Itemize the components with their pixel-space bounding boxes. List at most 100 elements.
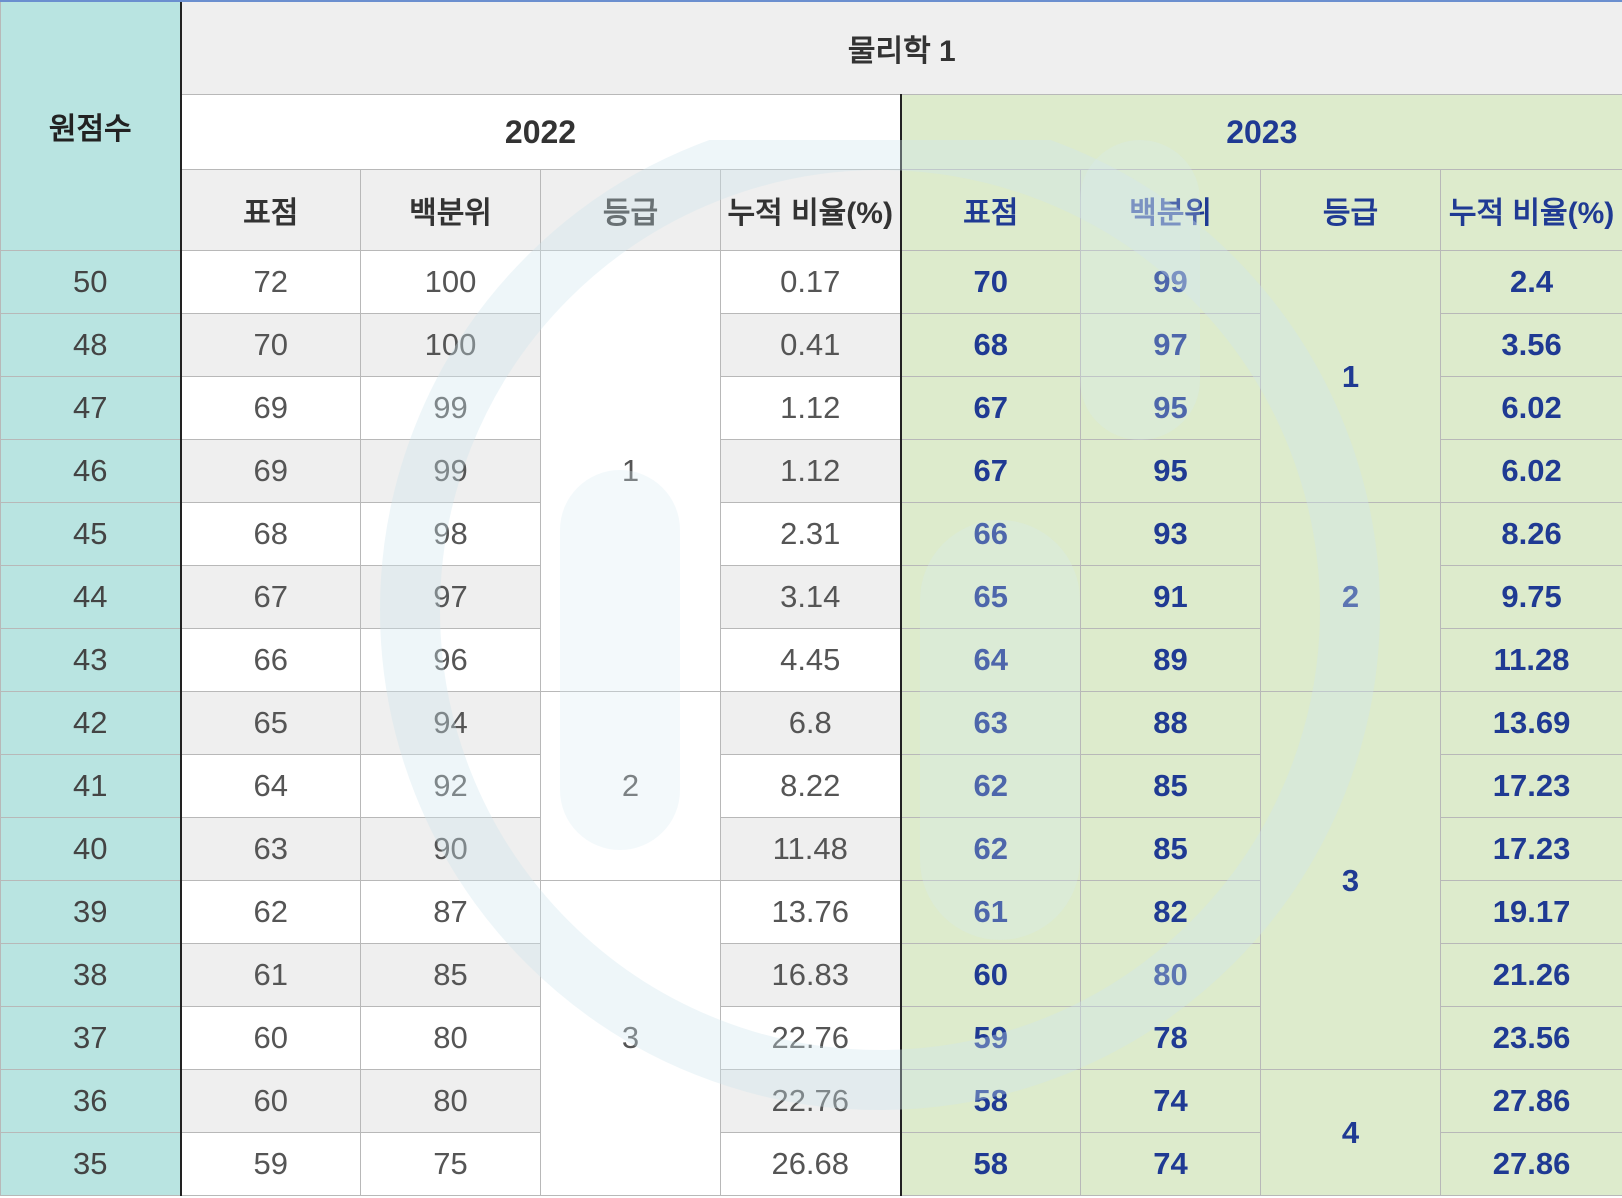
standard-score-2023-cell: 66 xyxy=(899,502,1081,566)
raw-score-cell: 37 xyxy=(0,1006,182,1070)
table-row: 35 59 75 26.68 58 74 27.86 xyxy=(0,1132,1622,1196)
percentile-2022-cell: 80 xyxy=(360,1069,541,1133)
standard-score-2022-cell: 64 xyxy=(180,754,361,818)
raw-score-cell: 36 xyxy=(0,1069,182,1133)
top-border xyxy=(0,0,1622,2)
percentile-2023-cell: 74 xyxy=(1080,1132,1261,1196)
raw-score-cell: 43 xyxy=(0,628,182,692)
percentile-2022-cell: 99 xyxy=(360,376,541,440)
standard-score-2023-cell: 62 xyxy=(899,817,1081,881)
cumulative-2022-cell: 1.12 xyxy=(720,376,901,440)
cumulative-2023-cell: 23.56 xyxy=(1439,1006,1622,1070)
cumulative-2022-cell: 11.48 xyxy=(720,817,901,881)
percentile-2022-cell: 96 xyxy=(360,628,541,692)
cumulative-2023-cell: 21.26 xyxy=(1439,943,1622,1007)
grade-2023-cell: 3 xyxy=(1260,691,1441,1070)
standard-score-2022-cell: 65 xyxy=(180,691,361,755)
col-cumulative-2023: 누적 비율(%) xyxy=(1439,169,1622,251)
standard-score-2023-cell: 67 xyxy=(899,376,1081,440)
percentile-2023-cell: 99 xyxy=(1080,250,1261,314)
standard-score-2022-cell: 62 xyxy=(180,880,361,944)
col-percentile-2023: 백분위 xyxy=(1080,169,1261,251)
standard-score-2022-cell: 67 xyxy=(180,565,361,629)
standard-score-2023-cell: 58 xyxy=(899,1132,1081,1196)
grade-2022-cell: 2 xyxy=(540,691,721,881)
percentile-2022-cell: 85 xyxy=(360,943,541,1007)
standard-score-2023-cell: 62 xyxy=(899,754,1081,818)
grade-2023-cell: 1 xyxy=(1260,250,1441,503)
table-row: 39 62 87 3 13.76 61 82 19.17 xyxy=(0,880,1622,1196)
percentile-2023-cell: 93 xyxy=(1080,502,1261,566)
table-row: 42 65 94 2 6.8 63 88 3 13.69 xyxy=(0,691,1622,1070)
raw-score-cell: 45 xyxy=(0,502,182,566)
year-2023-header: 2023 xyxy=(899,94,1622,170)
cumulative-2023-cell: 27.86 xyxy=(1439,1069,1622,1133)
cumulative-2022-cell: 6.8 xyxy=(720,691,901,755)
percentile-2022-cell: 100 xyxy=(360,250,541,314)
cumulative-2022-cell: 4.45 xyxy=(720,628,901,692)
cumulative-2023-cell: 17.23 xyxy=(1439,817,1622,881)
raw-score-cell: 44 xyxy=(0,565,182,629)
table-row: 36 60 80 22.76 58 74 4 27.86 xyxy=(0,1069,1622,1196)
table-row: 44 67 97 3.14 65 91 9.75 xyxy=(0,565,1622,629)
standard-score-2022-cell: 60 xyxy=(180,1006,361,1070)
raw-score-cell: 46 xyxy=(0,439,182,503)
raw-score-cell: 50 xyxy=(0,250,182,314)
percentile-2022-cell: 87 xyxy=(360,880,541,944)
cumulative-2023-cell: 9.75 xyxy=(1439,565,1622,629)
cumulative-2022-cell: 0.41 xyxy=(720,313,901,377)
col-standard-2022: 표점 xyxy=(180,169,361,251)
raw-score-cell: 38 xyxy=(0,943,182,1007)
cumulative-2022-cell: 0.17 xyxy=(720,250,901,314)
percentile-2022-cell: 92 xyxy=(360,754,541,818)
raw-score-cell: 47 xyxy=(0,376,182,440)
percentile-2022-cell: 75 xyxy=(360,1132,541,1196)
percentile-2023-cell: 95 xyxy=(1080,376,1261,440)
grade-2023-cell: 2 xyxy=(1260,502,1441,692)
percentile-2022-cell: 98 xyxy=(360,502,541,566)
standard-score-2022-cell: 68 xyxy=(180,502,361,566)
table-row: 41 64 92 8.22 62 85 17.23 xyxy=(0,754,1622,818)
percentile-2023-cell: 74 xyxy=(1080,1069,1261,1133)
percentile-2023-cell: 80 xyxy=(1080,943,1261,1007)
standard-score-2022-cell: 59 xyxy=(180,1132,361,1196)
standard-score-2022-cell: 60 xyxy=(180,1069,361,1133)
percentile-2022-cell: 90 xyxy=(360,817,541,881)
cumulative-2023-cell: 2.4 xyxy=(1439,250,1622,314)
table-row: 45 68 98 2.31 66 93 2 8.26 xyxy=(0,502,1622,692)
cumulative-2022-cell: 1.12 xyxy=(720,439,901,503)
standard-score-2023-cell: 67 xyxy=(899,439,1081,503)
percentile-2023-cell: 82 xyxy=(1080,880,1261,944)
standard-score-2023-cell: 63 xyxy=(899,691,1081,755)
cumulative-2022-cell: 8.22 xyxy=(720,754,901,818)
cumulative-2023-cell: 17.23 xyxy=(1439,754,1622,818)
standard-score-2022-cell: 72 xyxy=(180,250,361,314)
standard-score-2023-cell: 61 xyxy=(899,880,1081,944)
cumulative-2023-cell: 8.26 xyxy=(1439,502,1622,566)
raw-score-cell: 41 xyxy=(0,754,182,818)
table-row: 40 63 90 11.48 62 85 17.23 xyxy=(0,817,1622,881)
cumulative-2022-cell: 2.31 xyxy=(720,502,901,566)
table-row: 48 70 100 0.41 68 97 3.56 xyxy=(0,313,1622,377)
raw-score-cell: 40 xyxy=(0,817,182,881)
standard-score-2023-cell: 65 xyxy=(899,565,1081,629)
percentile-2023-cell: 85 xyxy=(1080,817,1261,881)
cumulative-2023-cell: 13.69 xyxy=(1439,691,1622,755)
table-body: 50 72 100 1 0.17 70 99 1 2.4 48 70 100 0.41 68 97 3.56 4… xyxy=(0,250,1622,1196)
grade-2023-cell: 4 xyxy=(1260,1069,1441,1196)
raw-score-cell: 48 xyxy=(0,313,182,377)
col-percentile-2022: 백분위 xyxy=(360,169,541,251)
percentile-2023-cell: 95 xyxy=(1080,439,1261,503)
cumulative-2023-cell: 6.02 xyxy=(1439,439,1622,503)
cumulative-2022-cell: 3.14 xyxy=(720,565,901,629)
standard-score-2022-cell: 69 xyxy=(180,376,361,440)
standard-score-2022-cell: 66 xyxy=(180,628,361,692)
percentile-2023-cell: 91 xyxy=(1080,565,1261,629)
raw-score-header: 원점수 xyxy=(0,0,182,251)
table-row: 50 72 100 1 0.17 70 99 1 2.4 xyxy=(0,250,1622,692)
standard-score-2023-cell: 58 xyxy=(899,1069,1081,1133)
standard-score-2023-cell: 70 xyxy=(899,250,1081,314)
table-row: 38 61 85 16.83 60 80 21.26 xyxy=(0,943,1622,1007)
raw-score-cell: 39 xyxy=(0,880,182,944)
